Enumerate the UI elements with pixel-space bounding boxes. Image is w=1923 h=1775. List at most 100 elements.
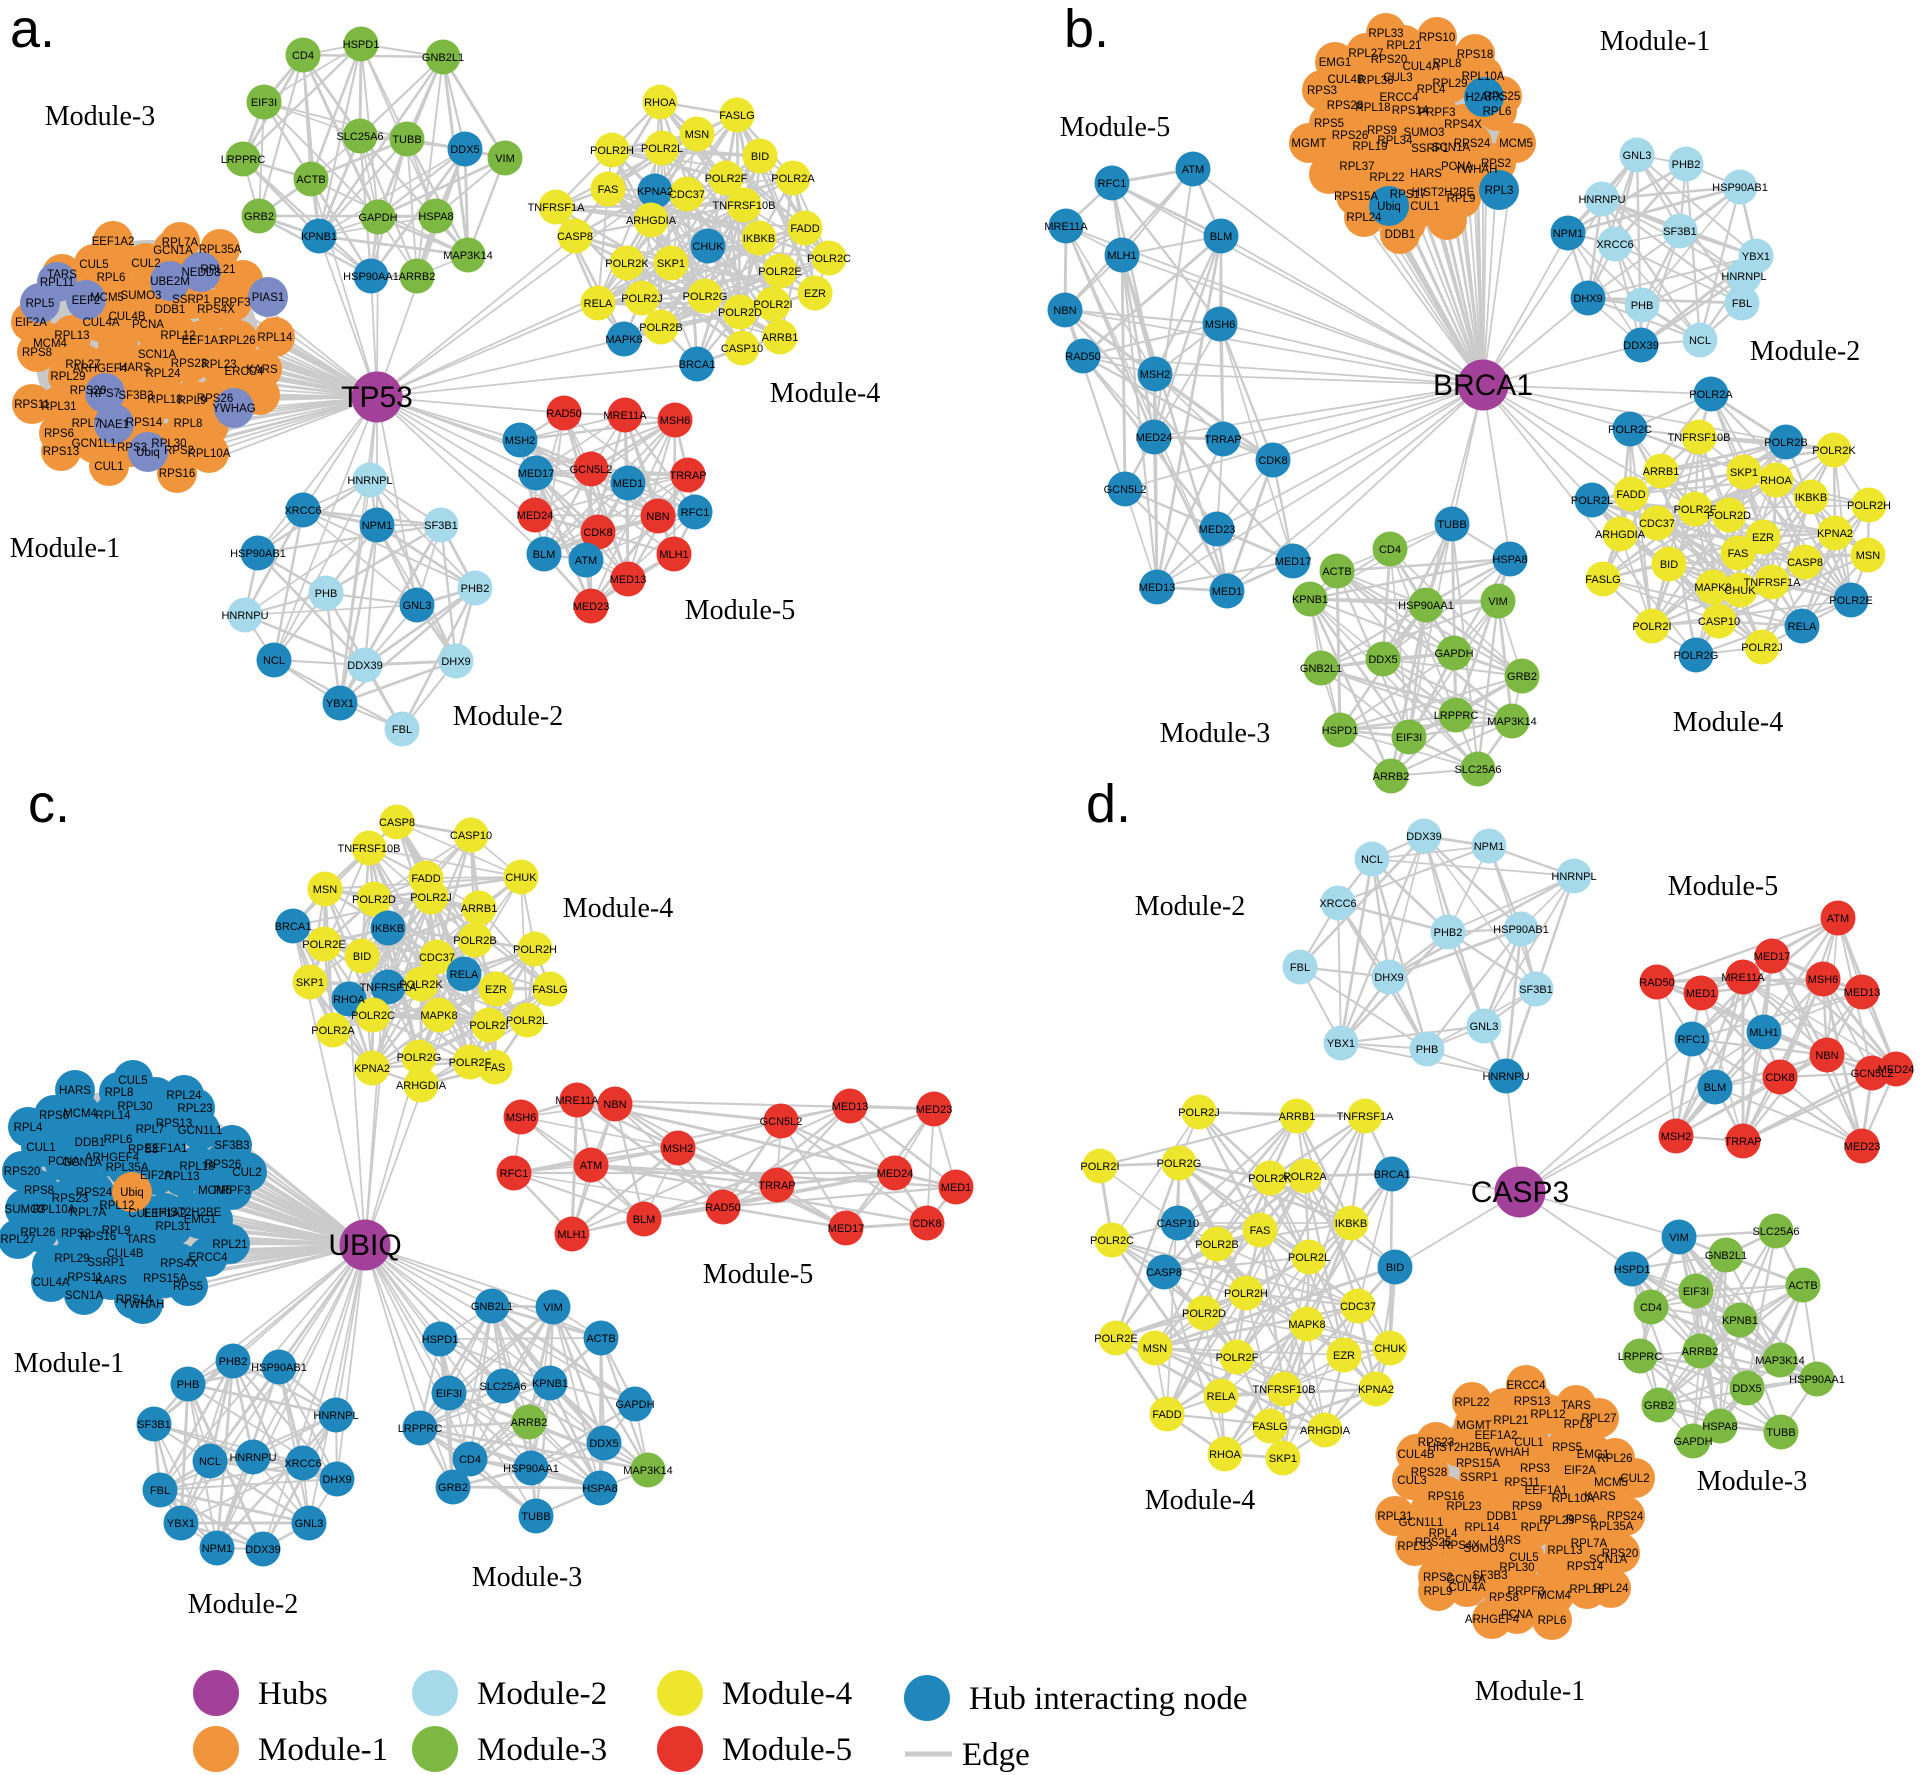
svg-text:SLC25A6: SLC25A6	[336, 131, 383, 143]
svg-text:MLH1: MLH1	[659, 549, 688, 561]
svg-text:MGMT: MGMT	[1456, 1420, 1491, 1432]
svg-text:RPL23: RPL23	[1446, 1501, 1481, 1513]
svg-text:PHB2: PHB2	[1672, 159, 1701, 171]
svg-text:MAP3K14: MAP3K14	[1755, 1355, 1805, 1367]
svg-text:RELA: RELA	[584, 298, 613, 310]
svg-text:CUL4B: CUL4B	[1327, 74, 1364, 86]
svg-text:TARS: TARS	[47, 269, 77, 281]
svg-text:CUL3: CUL3	[128, 1208, 157, 1220]
svg-text:IKBKB: IKBKB	[1335, 1218, 1367, 1230]
svg-text:DDX5: DDX5	[589, 1438, 618, 1450]
svg-text:CHUK: CHUK	[1374, 1343, 1406, 1355]
svg-text:MSH2: MSH2	[1661, 1131, 1692, 1143]
svg-text:HSP90AA1: HSP90AA1	[503, 1463, 559, 1475]
svg-text:RPL31: RPL31	[41, 401, 76, 413]
svg-text:SF3B3: SF3B3	[118, 390, 153, 402]
svg-text:PHB: PHB	[177, 1379, 200, 1391]
svg-text:POLR2D: POLR2D	[1182, 1308, 1226, 1320]
svg-text:RPL7: RPL7	[72, 418, 101, 430]
svg-text:GCN1A: GCN1A	[62, 1157, 102, 1169]
svg-text:DDB1: DDB1	[1385, 229, 1416, 241]
svg-text:MED17: MED17	[1754, 951, 1791, 963]
svg-text:RPL26: RPL26	[20, 1227, 55, 1239]
svg-text:RPS15A: RPS15A	[1334, 191, 1378, 203]
svg-text:GNB2L1: GNB2L1	[471, 1301, 513, 1313]
svg-text:RPL35A: RPL35A	[1591, 1521, 1634, 1533]
svg-text:HIST2H2BE: HIST2H2BE	[1412, 187, 1475, 199]
svg-text:HSPD1: HSPD1	[1322, 725, 1359, 737]
svg-text:CUL1: CUL1	[1514, 1437, 1543, 1449]
svg-text:YBX1: YBX1	[1742, 251, 1770, 263]
svg-text:EEF1A1: EEF1A1	[182, 335, 225, 347]
svg-text:HSPA8: HSPA8	[418, 211, 453, 223]
svg-text:RPL27: RPL27	[65, 359, 100, 371]
svg-text:CASP8: CASP8	[1146, 1267, 1182, 1279]
svg-text:SF3B3: SF3B3	[214, 1140, 249, 1152]
svg-text:GCN5L2: GCN5L2	[760, 1116, 803, 1128]
svg-text:CASP10: CASP10	[450, 830, 492, 842]
svg-text:RELA: RELA	[1207, 1391, 1236, 1403]
svg-text:BRCA1: BRCA1	[275, 921, 312, 933]
svg-text:PHB2: PHB2	[219, 1356, 248, 1368]
svg-text:EEF1A2: EEF1A2	[92, 236, 135, 248]
svg-text:POLR2G: POLR2G	[1674, 650, 1719, 662]
svg-text:CUL3: CUL3	[1383, 72, 1412, 84]
svg-text:POLR2C: POLR2C	[1090, 1235, 1134, 1247]
svg-text:CUL4A: CUL4A	[82, 317, 119, 329]
svg-text:HNRNPL: HNRNPL	[347, 475, 392, 487]
svg-text:GNL3: GNL3	[1470, 1021, 1499, 1033]
svg-text:ARRB2: ARRB2	[399, 271, 436, 283]
svg-text:Module-4: Module-4	[563, 893, 673, 924]
svg-text:PRPF3: PRPF3	[213, 1185, 250, 1197]
svg-text:TARS: TARS	[1561, 1400, 1591, 1412]
svg-text:CD4: CD4	[459, 1454, 481, 1466]
svg-text:HNRNPL: HNRNPL	[1721, 271, 1766, 283]
svg-text:MED17: MED17	[518, 468, 555, 480]
svg-text:RPL18: RPL18	[179, 1161, 214, 1173]
svg-text:MSN: MSN	[685, 129, 710, 141]
svg-text:TNFRSF1A: TNFRSF1A	[528, 202, 586, 214]
svg-text:Module-4: Module-4	[1145, 1485, 1255, 1516]
svg-text:RPL7A: RPL7A	[70, 1207, 107, 1219]
svg-text:RPL19: RPL19	[1352, 141, 1387, 153]
svg-text:Module-3: Module-3	[472, 1562, 582, 1593]
svg-text:RHOA: RHOA	[1760, 475, 1792, 487]
svg-text:Module-1: Module-1	[14, 1348, 124, 1379]
svg-text:RPL27: RPL27	[1348, 48, 1383, 60]
svg-text:MED13: MED13	[610, 574, 647, 586]
svg-text:RPS23: RPS23	[171, 358, 207, 370]
svg-text:MSH6: MSH6	[506, 1112, 537, 1124]
svg-text:HARS: HARS	[1410, 168, 1442, 180]
svg-text:TNFRSF1A: TNFRSF1A	[1337, 1111, 1395, 1123]
svg-text:EIF2A: EIF2A	[15, 317, 47, 329]
svg-text:DHX9: DHX9	[1573, 293, 1602, 305]
svg-text:SLC25A6: SLC25A6	[1454, 764, 1501, 776]
svg-text:TRRAP: TRRAP	[669, 470, 706, 482]
svg-text:RPL4: RPL4	[1429, 1528, 1458, 1540]
svg-text:DDX39: DDX39	[245, 1544, 280, 1556]
svg-text:PHB2: PHB2	[461, 583, 490, 595]
svg-text:GNL3: GNL3	[295, 1518, 324, 1530]
svg-text:RHOA: RHOA	[333, 994, 365, 1006]
svg-text:POLR2C: POLR2C	[351, 1010, 395, 1022]
svg-text:YBX1: YBX1	[326, 698, 354, 710]
svg-text:TUBB: TUBB	[1766, 1427, 1795, 1439]
svg-text:RPL13: RPL13	[1547, 1545, 1582, 1557]
svg-text:CASP8: CASP8	[379, 817, 415, 829]
svg-text:GRB2: GRB2	[438, 1482, 468, 1494]
svg-text:SCN1A: SCN1A	[65, 1290, 104, 1302]
svg-text:RPL24: RPL24	[1346, 212, 1382, 224]
svg-text:MAP3K14: MAP3K14	[623, 1465, 673, 1477]
svg-text:YWHAH: YWHAH	[122, 1299, 165, 1311]
svg-text:RPL10A: RPL10A	[33, 1204, 76, 1216]
svg-text:HNRNPL: HNRNPL	[313, 1410, 358, 1422]
svg-text:ERCC4: ERCC4	[1507, 1380, 1547, 1392]
svg-text:RPL29: RPL29	[54, 1253, 89, 1265]
svg-text:MSH6: MSH6	[660, 415, 691, 427]
svg-text:MCM5: MCM5	[198, 1185, 232, 1197]
svg-text:CDK8: CDK8	[1258, 455, 1287, 467]
svg-text:CUL4B: CUL4B	[1397, 1449, 1434, 1461]
svg-text:RPS10: RPS10	[1419, 32, 1455, 44]
svg-text:FADD: FADD	[1152, 1409, 1181, 1421]
svg-text:ACTB: ACTB	[586, 1333, 615, 1345]
